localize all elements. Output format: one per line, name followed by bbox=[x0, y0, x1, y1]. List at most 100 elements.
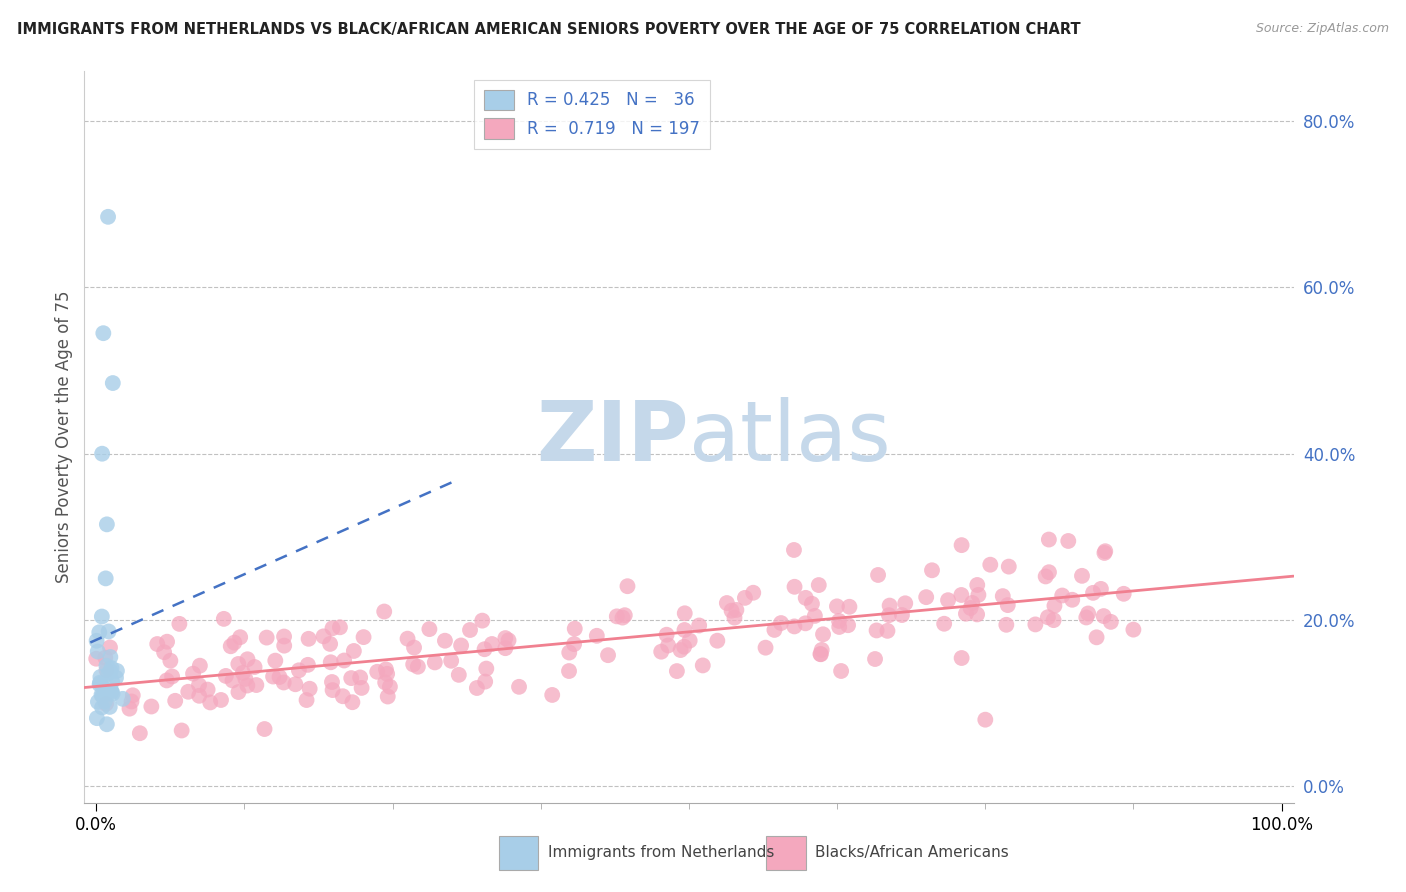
Point bbox=[89, 625, 111, 640]
Point bbox=[87, 695, 110, 709]
Point bbox=[828, 620, 851, 634]
Point bbox=[197, 682, 219, 697]
Point bbox=[447, 668, 470, 682]
Point bbox=[321, 675, 343, 690]
Point bbox=[262, 669, 284, 683]
Text: Immigrants from Netherlands: Immigrants from Netherlands bbox=[548, 846, 775, 860]
Point bbox=[170, 723, 193, 738]
Point bbox=[1076, 610, 1098, 624]
Point bbox=[96, 658, 118, 673]
Text: IMMIGRANTS FROM NETHERLANDS VS BLACK/AFRICAN AMERICAN SENIORS POVERTY OVER THE A: IMMIGRANTS FROM NETHERLANDS VS BLACK/AFR… bbox=[17, 22, 1080, 37]
Point bbox=[128, 726, 150, 740]
Point bbox=[181, 666, 204, 681]
Point bbox=[374, 662, 396, 676]
Point bbox=[865, 624, 887, 638]
Point bbox=[725, 603, 748, 617]
Point bbox=[673, 607, 696, 621]
Point bbox=[558, 664, 581, 678]
Point bbox=[613, 608, 636, 623]
Point bbox=[87, 644, 110, 658]
Point bbox=[959, 601, 981, 615]
Point bbox=[863, 652, 886, 666]
Point bbox=[375, 666, 398, 681]
Point bbox=[974, 713, 997, 727]
Point bbox=[100, 683, 122, 698]
Point bbox=[333, 653, 356, 667]
Point bbox=[991, 589, 1014, 603]
Point bbox=[89, 675, 111, 690]
Point bbox=[90, 609, 112, 624]
Point bbox=[723, 610, 745, 624]
Point bbox=[612, 610, 634, 624]
Point bbox=[423, 656, 446, 670]
Point bbox=[995, 617, 1018, 632]
Point bbox=[720, 604, 742, 618]
Point bbox=[98, 699, 121, 714]
Point bbox=[979, 558, 1001, 572]
Point bbox=[494, 641, 516, 656]
Point bbox=[349, 670, 371, 684]
Point bbox=[828, 614, 851, 628]
Point bbox=[284, 677, 307, 691]
Point bbox=[332, 690, 354, 704]
Point bbox=[481, 637, 503, 651]
Point bbox=[188, 658, 211, 673]
Point bbox=[146, 637, 169, 651]
Point bbox=[236, 679, 259, 693]
Point bbox=[868, 568, 890, 582]
Point bbox=[1038, 533, 1060, 547]
Point bbox=[541, 688, 564, 702]
Point bbox=[322, 683, 344, 698]
Point bbox=[96, 663, 118, 677]
Point bbox=[1057, 533, 1080, 548]
Point bbox=[877, 608, 900, 623]
Point bbox=[997, 559, 1019, 574]
Point bbox=[665, 664, 688, 678]
Point bbox=[688, 618, 710, 632]
Point bbox=[1092, 609, 1115, 624]
Point bbox=[807, 578, 830, 592]
Point bbox=[894, 596, 917, 610]
Point bbox=[564, 622, 586, 636]
Point bbox=[219, 639, 242, 653]
Point bbox=[118, 701, 141, 715]
Point bbox=[616, 579, 638, 593]
Point bbox=[1122, 623, 1144, 637]
Point bbox=[1077, 607, 1099, 621]
Point bbox=[98, 640, 121, 655]
Point bbox=[465, 681, 488, 695]
Point bbox=[657, 639, 679, 653]
Point bbox=[433, 633, 456, 648]
Point bbox=[329, 620, 352, 634]
Point bbox=[340, 671, 363, 685]
Point bbox=[121, 688, 143, 702]
Point bbox=[105, 664, 128, 678]
Point bbox=[200, 695, 222, 709]
Point bbox=[950, 651, 973, 665]
Point bbox=[366, 665, 388, 679]
Point bbox=[94, 694, 117, 708]
Point bbox=[1050, 589, 1073, 603]
Point bbox=[1094, 546, 1116, 560]
Point bbox=[458, 623, 481, 637]
Point bbox=[950, 538, 973, 552]
Point bbox=[810, 647, 832, 661]
Point bbox=[91, 326, 114, 341]
Point bbox=[754, 640, 776, 655]
Legend: R = 0.425   N =   36, R =  0.719   N = 197: R = 0.425 N = 36, R = 0.719 N = 197 bbox=[474, 79, 710, 149]
Point bbox=[655, 628, 678, 642]
Point bbox=[783, 543, 806, 558]
Point bbox=[97, 624, 120, 639]
Point bbox=[879, 599, 901, 613]
Point bbox=[342, 695, 364, 709]
Point bbox=[396, 632, 419, 646]
Point bbox=[94, 571, 117, 585]
Point bbox=[236, 652, 259, 666]
Point bbox=[406, 659, 429, 673]
Point bbox=[450, 639, 472, 653]
Point bbox=[810, 647, 832, 661]
Point bbox=[232, 665, 254, 680]
Point bbox=[100, 685, 122, 699]
Point bbox=[319, 637, 342, 651]
Point bbox=[156, 634, 179, 648]
